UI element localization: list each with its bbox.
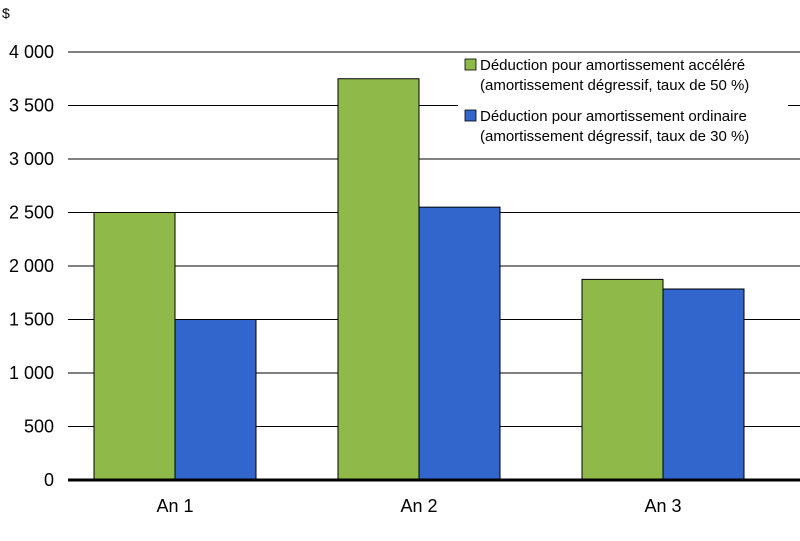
y-axis-unit-label: $ — [2, 5, 10, 21]
bar-ordinary-3 — [662, 288, 745, 481]
y-tick-label: 3 500 — [9, 96, 54, 116]
bar-ordinary-2 — [418, 206, 501, 481]
y-tick-label: 500 — [24, 417, 54, 437]
legend: Déduction pour amortissement accéléré (am… — [458, 54, 788, 158]
x-category-label: An 1 — [156, 496, 193, 516]
bars — [93, 78, 745, 481]
y-tick-label: 3 000 — [9, 149, 54, 169]
y-tick-label: 1 500 — [9, 310, 54, 330]
bar-accelerated-1 — [93, 212, 176, 481]
bar-accelerated-2 — [337, 78, 420, 481]
legend-background — [458, 54, 788, 158]
y-tick-label: 4 000 — [9, 42, 54, 62]
x-category-label: An 2 — [400, 496, 437, 516]
bar-accelerated-3 — [581, 278, 664, 481]
x-axis-labels: An 1 An 2 An 3 — [156, 496, 681, 516]
legend-swatch — [464, 58, 477, 71]
legend-entry-name: Déduction pour amortissement ordinaire — [480, 108, 747, 125]
legend-entry-detail: (amortissement dégressif, taux de 30 %) — [480, 128, 749, 145]
legend-entry-name: Déduction pour amortissement accéléré — [480, 57, 745, 74]
x-category-label: An 3 — [644, 496, 681, 516]
y-tick-label: 1 000 — [9, 363, 54, 383]
y-tick-label: 2 500 — [9, 203, 54, 223]
y-tick-label: 0 — [44, 470, 54, 490]
legend-entry-detail: (amortissement dégressif, taux de 50 %) — [480, 77, 749, 94]
legend-swatch — [464, 109, 477, 122]
bar-ordinary-1 — [174, 319, 257, 481]
y-tick-label: 2 000 — [9, 256, 54, 276]
y-axis-ticks: 0 500 1 000 1 500 2 000 2 500 3 000 3 500 4 000 — [9, 42, 54, 490]
